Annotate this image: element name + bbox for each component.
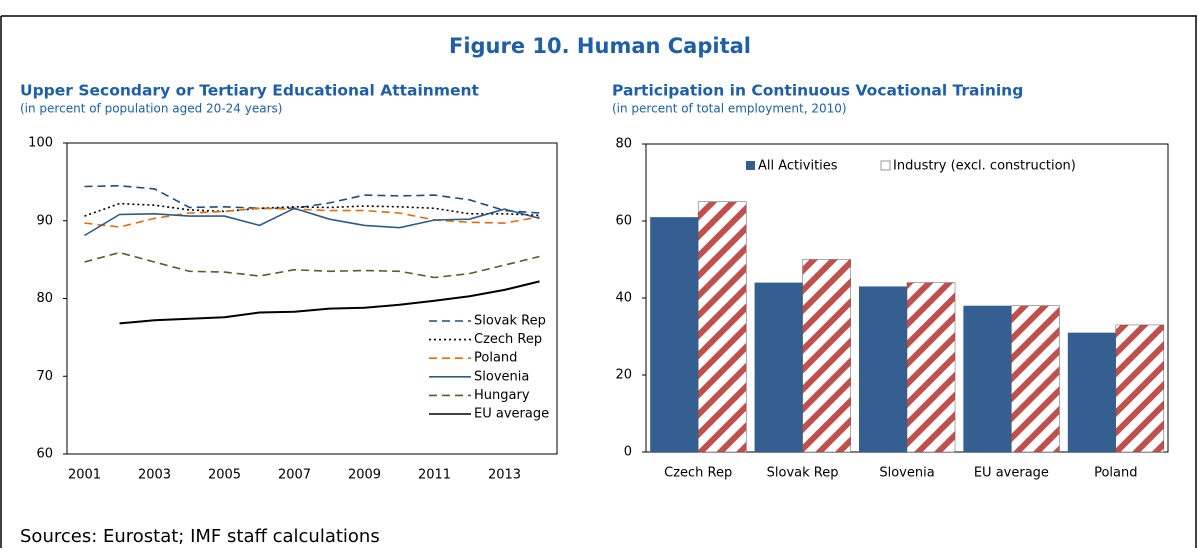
legend-label: Poland — [474, 351, 517, 366]
y-tick-label: 90 — [36, 213, 53, 228]
x-tick-label: 2007 — [278, 468, 311, 483]
legend-label: Industry (excl. construction) — [893, 159, 1076, 174]
x-tick-label: Czech Rep — [664, 466, 732, 481]
x-tick-label: 2009 — [348, 468, 381, 483]
bar — [1067, 332, 1116, 452]
chart-title: Participation in Continuous Vocational T… — [612, 82, 1023, 100]
figure-title: Figure 10. Human Capital — [449, 34, 751, 58]
bar — [858, 286, 907, 452]
line-series — [84, 202, 540, 217]
plot-frame — [66, 142, 558, 455]
bar — [754, 282, 803, 452]
line-series — [84, 251, 540, 279]
x-tick-label: 2005 — [208, 468, 241, 483]
y-tick-label: 80 — [615, 137, 632, 152]
legend-label: EU average — [474, 407, 549, 422]
y-tick-label: 70 — [36, 369, 53, 384]
y-tick-label: 80 — [36, 291, 53, 306]
source-note: Sources: Eurostat; IMF staff calculation… — [20, 526, 380, 547]
bar — [1115, 324, 1165, 453]
legend-label: Hungary — [474, 388, 530, 403]
x-tick-label: 2001 — [68, 468, 101, 483]
bar — [906, 282, 956, 453]
legend-swatch — [746, 161, 755, 170]
x-tick-label: Slovak Rep — [767, 466, 839, 481]
y-tick-label: 100 — [28, 136, 53, 151]
bar — [650, 217, 699, 452]
chart-subtitle: (in percent of total employment, 2010) — [612, 102, 847, 116]
line-series — [119, 280, 540, 325]
line-series — [84, 207, 540, 237]
x-tick-label: Poland — [1094, 466, 1137, 481]
legend-label: Slovenia — [474, 369, 529, 384]
x-tick-label: 2003 — [138, 468, 171, 483]
bar — [697, 201, 747, 453]
line-series — [84, 184, 540, 214]
x-tick-label: 2013 — [488, 468, 521, 483]
legend-swatch — [880, 160, 891, 171]
legend-label: All Activities — [758, 159, 838, 174]
x-tick-label: Slovenia — [879, 466, 934, 481]
line-series — [84, 207, 540, 228]
bar — [802, 259, 851, 453]
chart-title: Upper Secondary or Tertiary Educational … — [20, 82, 480, 100]
legend-label: Czech Rep — [474, 332, 542, 347]
chart-subtitle: (in percent of population aged 20-24 yea… — [20, 102, 282, 116]
y-tick-label: 0 — [624, 445, 632, 460]
y-tick-label: 20 — [615, 368, 632, 383]
x-tick-label: EU average — [974, 466, 1049, 481]
bar — [1011, 305, 1060, 453]
legend-label: Slovak Rep — [474, 314, 546, 329]
y-tick-label: 60 — [615, 214, 632, 229]
y-tick-label: 40 — [615, 291, 632, 306]
x-tick-label: 2011 — [418, 468, 451, 483]
bar — [963, 305, 1012, 452]
y-tick-label: 60 — [36, 447, 53, 462]
